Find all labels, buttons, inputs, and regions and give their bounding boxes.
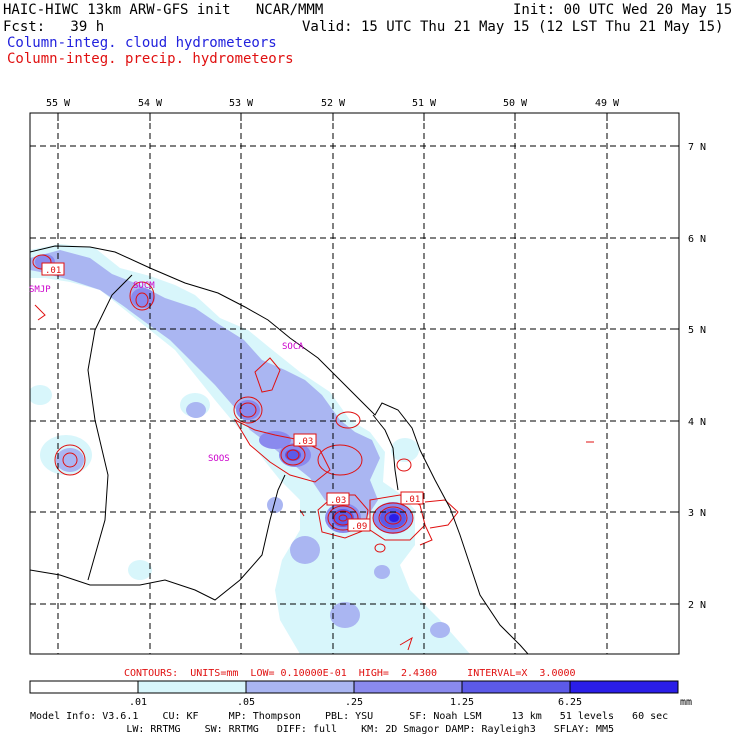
colorbar	[29, 680, 679, 694]
colorbar-unit: mm	[680, 697, 692, 708]
colorbar-tick: .25	[345, 697, 363, 708]
lon-label: 54 W	[138, 98, 163, 109]
contours-info: CONTOURS: UNITS=mm LOW= 0.10000E-01 HIGH…	[124, 668, 576, 679]
cloud-field-label: Column-integ. cloud hydrometeors	[7, 35, 277, 51]
station-label: SOCA	[282, 342, 304, 352]
colorbar-tick: .05	[237, 697, 255, 708]
lat-label: 7 N	[688, 142, 706, 153]
model-info-line1: Model Info: V3.6.1 CU: KF MP: Thompson P…	[30, 711, 669, 722]
axis-ticks	[57, 113, 679, 605]
station-label: SOOS	[208, 454, 230, 464]
lat-label: 2 N	[688, 600, 706, 611]
colorbar-tick: 6.25	[558, 697, 582, 708]
lon-label: 50 W	[503, 98, 528, 109]
valid-time: Valid: 15 UTC Thu 21 May 15 (12 LST Thu …	[302, 19, 724, 35]
lon-label: 49 W	[595, 98, 620, 109]
station-label: SOCM	[133, 281, 155, 291]
lat-label: 4 N	[688, 417, 706, 428]
contour-label: .01	[45, 266, 61, 276]
lon-label: 53 W	[229, 98, 254, 109]
colorbar-tick: 1.25	[450, 697, 474, 708]
model-info-line2: LW: RRTMG SW: RRTMG DIFF: full KM: 2D Sm…	[30, 724, 614, 735]
lon-label: 51 W	[412, 98, 437, 109]
precip-field-label: Column-integ. precip. hydrometeors	[7, 51, 294, 67]
contour-label: .09	[351, 522, 367, 532]
lon-label: 55 W	[46, 98, 71, 109]
contour-label: .01	[404, 495, 420, 505]
colorbar-tick: .01	[129, 697, 147, 708]
contour-label: .03	[297, 437, 313, 447]
map-frame	[29, 112, 680, 655]
lat-label: 3 N	[688, 508, 706, 519]
lat-label: 5 N	[688, 325, 706, 336]
lat-label: 6 N	[688, 234, 706, 245]
lat-lon-grid	[30, 113, 679, 654]
title: HAIC-HIWC 13km ARW-GFS init NCAR/MMM	[3, 2, 324, 18]
forecast-hour: Fcst: 39 h	[3, 19, 105, 35]
contour-labels: .01 .03 .03 .09 .01	[41, 262, 424, 532]
lon-label: 52 W	[321, 98, 346, 109]
contour-label: .03	[330, 496, 346, 506]
station-label: SMJP	[29, 285, 51, 295]
init-time: Init: 00 UTC Wed 20 May 15	[513, 2, 733, 18]
coastline	[30, 245, 529, 654]
cloud-shading	[30, 244, 470, 654]
